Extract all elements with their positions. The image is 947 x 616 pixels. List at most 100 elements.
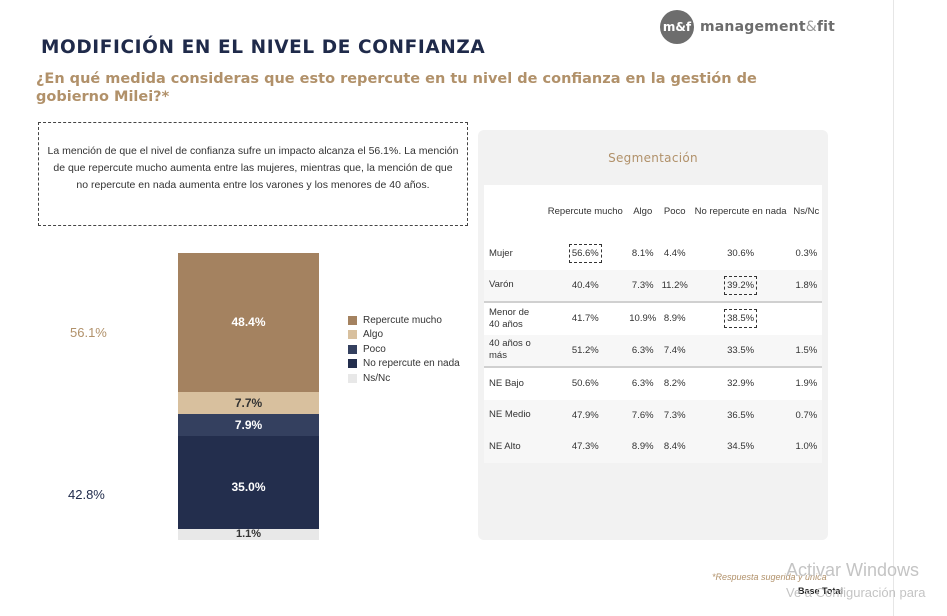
column-header: [484, 185, 544, 238]
legend-swatch-poco: [348, 344, 357, 354]
cell-value: 8.1%: [631, 248, 654, 260]
table-row: NE Bajo 50.6% 6.3% 8.2% 32.9% 1.9%: [484, 366, 822, 400]
brand-logo: m&f management&fit: [660, 10, 835, 44]
table-cell: 41.7%: [544, 301, 627, 335]
row-label: NE Alto: [484, 431, 544, 463]
highlighted-value: 38.5%: [724, 309, 758, 329]
logo-amp: &: [805, 19, 817, 35]
legend-item-mucho: Repercute mucho: [348, 313, 460, 328]
chart-legend: Repercute mucho Algo Poco No repercute en n…: [348, 313, 460, 386]
legend-label-nsnc: Ns/Nc: [363, 372, 391, 384]
row-label: NE Bajo: [484, 366, 544, 400]
table-cell: 0.7%: [790, 399, 822, 431]
base-label: Base Total: [798, 586, 843, 596]
table-cell: 6.3%: [626, 366, 659, 400]
table-row: Menor de 40 años 41.7% 10.9% 8.9% 38.5%: [484, 301, 822, 335]
cell-value: 8.9%: [631, 441, 654, 453]
impact-total-label: 56.1%: [70, 325, 107, 341]
segmentation-table-wrap: Repercute mucho Algo Poco No repercute en n…: [484, 185, 822, 463]
cell-value: 6.3%: [631, 344, 654, 356]
cell-value: 10.9%: [629, 313, 657, 325]
page-edge-line: [893, 0, 894, 616]
cell-value: 1.0%: [795, 441, 818, 453]
column-header: Ns/Nc: [793, 205, 820, 217]
row-label: Varón: [484, 269, 544, 302]
segmentation-title: Segmentación: [608, 151, 698, 165]
cell-value: 8.4%: [663, 441, 686, 453]
table-cell: 8.4%: [658, 431, 691, 463]
table-cell: 30.6%: [690, 238, 790, 270]
legend-swatch-mucho: [348, 315, 357, 325]
bar-label-nada: 35.0%: [231, 479, 266, 494]
cell-value: 34.5%: [727, 441, 755, 453]
column-header: Algo: [633, 205, 653, 217]
legend-label-mucho: Repercute mucho: [363, 314, 442, 326]
stacked-bar-chart: 48.4% 7.7% 7.9% 35.0% 1.1%: [178, 253, 319, 540]
table-cell: 0.3%: [791, 238, 822, 270]
bar-segment-algo: 7.7%: [178, 391, 319, 414]
cell-value: 11.2%: [661, 279, 688, 291]
cell-value: 40.4%: [571, 279, 599, 291]
bar-label-nsnc: 1.1%: [235, 527, 262, 540]
row-label: NE Medio: [484, 399, 544, 431]
cell-value: 32.9%: [727, 378, 755, 390]
cell-value: 47.9%: [571, 409, 599, 421]
legend-swatch-nada: [348, 359, 357, 369]
column-header: Repercute mucho: [547, 205, 623, 217]
logo-suffix: fit: [816, 19, 836, 35]
table-cell: [790, 301, 822, 335]
table-cell: 7.6%: [626, 399, 659, 431]
bar-segment-poco: 7.9%: [178, 413, 319, 437]
table-cell: 8.1%: [627, 238, 659, 270]
legend-swatch-algo: [348, 330, 357, 340]
highlighted-value: 39.2%: [724, 275, 758, 295]
table-cell: 4.4%: [659, 238, 691, 270]
cell-value: 7.3%: [631, 279, 654, 291]
table-cell: 34.5%: [690, 431, 791, 463]
table-cell: 6.3%: [626, 334, 659, 367]
column-header: No repercute en nada: [694, 205, 787, 217]
logo-mark-icon: m&f: [660, 10, 694, 44]
logo-name: management: [700, 19, 806, 35]
legend-item-poco: Poco: [348, 342, 460, 357]
legend-label-nada: No repercute en nada: [363, 358, 460, 370]
bar-label-algo: 7.7%: [234, 395, 263, 410]
row-label: Mujer: [489, 247, 513, 259]
page-title: MODIFICIÓN EN EL NIVEL DE CONFIANZA: [41, 37, 486, 58]
cell-value: 41.7%: [571, 313, 599, 325]
cell-value: 7.4%: [663, 344, 686, 356]
table-cell: 50.6%: [544, 366, 627, 400]
cell-value: 0.7%: [795, 409, 818, 421]
table-header-row: Repercute mucho Algo Poco No repercute en n…: [484, 185, 822, 238]
table-cell: 39.2%: [690, 269, 791, 302]
table-cell: 8.9%: [626, 431, 659, 463]
table-cell: 36.5%: [690, 399, 791, 431]
cell-value: 36.5%: [727, 409, 755, 421]
watermark-line-1: Activar Windows: [786, 560, 920, 580]
bar-segment-nada: 35.0%: [178, 436, 319, 537]
table-cell: 7.4%: [658, 334, 691, 367]
legend-item-nada: No repercute en nada: [348, 357, 460, 372]
table-cell: 56.6%: [544, 238, 627, 270]
table-cell: 8.9%: [658, 301, 691, 335]
no-impact-total-label: 42.8%: [68, 487, 105, 503]
table-cell: 47.3%: [544, 431, 627, 463]
cell-value: 8.2%: [663, 378, 686, 390]
highlighted-value: 56.6%: [568, 244, 602, 264]
table-row: 40 años o más 51.2% 6.3% 7.4% 33.5% 1.5%: [484, 334, 822, 367]
bar-label-mucho: 48.4%: [231, 315, 266, 330]
legend-item-nsnc: Ns/Nc: [348, 371, 460, 386]
legend-label-poco: Poco: [363, 343, 386, 355]
table-cell: 7.3%: [626, 269, 659, 302]
table-cell: 1.9%: [790, 366, 822, 400]
table-cell: 11.2%: [658, 269, 691, 302]
cell-value: 47.3%: [571, 441, 599, 453]
table-cell: 8.2%: [658, 366, 691, 400]
legend-item-algo: Algo: [348, 328, 460, 343]
table-row: NE Alto 47.3% 8.9% 8.4% 34.5% 1.0%: [484, 431, 822, 463]
table-cell: 38.5%: [690, 301, 791, 335]
legend-swatch-nsnc: [348, 373, 357, 383]
cell-value: 33.5%: [727, 344, 755, 356]
bar-segment-nsnc: 1.1%: [178, 527, 319, 540]
bar-label-poco: 7.9%: [234, 418, 263, 433]
